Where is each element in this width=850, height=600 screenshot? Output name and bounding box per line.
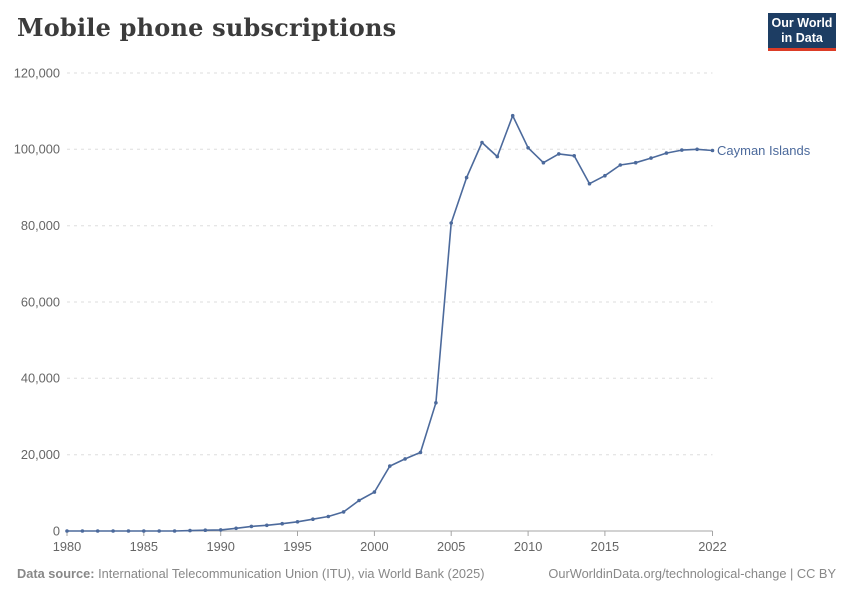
x-axis-label: 2015 — [591, 539, 619, 554]
y-axis-label: 40,000 — [21, 371, 60, 386]
data-point[interactable] — [280, 521, 285, 526]
x-axis-label: 2010 — [514, 539, 542, 554]
y-axis-label: 80,000 — [21, 218, 60, 233]
data-source-text: International Telecommunication Union (I… — [98, 566, 485, 581]
data-point[interactable] — [403, 457, 407, 461]
data-point[interactable] — [341, 510, 346, 514]
series-end-label: Cayman Islands — [717, 143, 811, 158]
data-source-label: Data source: — [17, 566, 95, 581]
data-point[interactable] — [557, 152, 561, 156]
data-point[interactable] — [449, 221, 454, 225]
data-point[interactable] — [418, 450, 423, 455]
data-point[interactable] — [649, 156, 653, 160]
data-point[interactable] — [618, 163, 623, 167]
data-point[interactable] — [372, 490, 377, 494]
x-axis-label: 1990 — [206, 539, 234, 554]
data-line — [67, 114, 713, 532]
data-point[interactable] — [480, 140, 484, 145]
data-point[interactable] — [510, 113, 515, 118]
x-axis-label: 1980 — [53, 539, 81, 554]
y-axis-label: 20,000 — [21, 447, 60, 462]
data-point[interactable] — [495, 154, 500, 159]
data-point[interactable] — [603, 173, 607, 178]
data-point[interactable] — [434, 401, 438, 405]
data-point[interactable] — [157, 529, 161, 533]
data-point[interactable] — [587, 181, 592, 186]
data-point[interactable] — [295, 520, 300, 524]
data-point[interactable] — [218, 528, 223, 532]
chart-footer: Data source: International Telecommunica… — [17, 566, 836, 581]
owid-logo-line1: Our World — [771, 15, 833, 30]
x-axis-label: 2022 — [698, 539, 726, 554]
chart-title: Mobile phone subscriptions — [17, 13, 397, 42]
data-point[interactable] — [464, 175, 469, 180]
data-point[interactable] — [695, 147, 699, 152]
data-point[interactable] — [65, 529, 69, 533]
x-axis-label: 2000 — [360, 539, 388, 554]
data-point[interactable] — [710, 148, 715, 153]
attribution-link[interactable]: OurWorldinData.org/technological-change … — [548, 566, 836, 581]
y-axis-label: 0 — [53, 523, 60, 538]
data-point[interactable] — [188, 528, 192, 533]
data-point[interactable] — [311, 517, 315, 521]
y-axis-label: 60,000 — [21, 294, 60, 309]
data-point[interactable] — [541, 160, 546, 165]
data-point[interactable] — [265, 523, 269, 528]
data-point[interactable] — [126, 529, 131, 533]
data-point[interactable] — [80, 529, 85, 533]
data-point[interactable] — [633, 160, 638, 165]
y-axis-label: 120,000 — [14, 65, 60, 80]
data-point[interactable] — [142, 529, 146, 533]
data-point[interactable] — [249, 524, 254, 529]
data-point[interactable] — [95, 529, 100, 533]
data-point[interactable] — [526, 146, 530, 150]
data-point[interactable] — [388, 464, 392, 468]
x-axis-label: 1995 — [283, 539, 311, 554]
data-point[interactable] — [572, 154, 576, 158]
data-point[interactable] — [234, 526, 238, 531]
data-point[interactable] — [111, 529, 115, 533]
data-source-note: Data source: International Telecommunica… — [17, 566, 485, 581]
data-point[interactable] — [172, 529, 177, 533]
owid-logo[interactable]: Our World in Data — [768, 13, 836, 51]
data-point[interactable] — [203, 528, 208, 532]
x-axis-label: 1985 — [130, 539, 158, 554]
data-point[interactable] — [664, 151, 669, 155]
owid-logo-line2: in Data — [781, 30, 823, 45]
data-point[interactable] — [326, 514, 331, 519]
data-point[interactable] — [357, 498, 361, 503]
y-axis-label: 100,000 — [14, 142, 60, 157]
x-axis-label: 2005 — [437, 539, 465, 554]
data-point[interactable] — [680, 148, 684, 152]
